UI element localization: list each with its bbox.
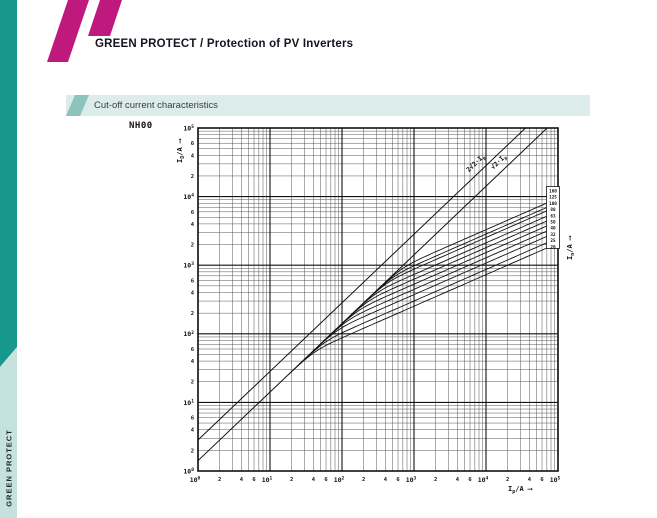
svg-text:50: 50 [550,220,556,226]
svg-text:101: 101 [262,476,273,484]
svg-text:2: 2 [191,311,194,317]
svg-text:125: 125 [549,195,557,201]
svg-text:4: 4 [384,477,388,483]
svg-text:2: 2 [362,477,365,483]
svg-text:2: 2 [290,477,293,483]
axis-titles: ID/A ⟶ Ip/A ⟶ In/A ⟶ [176,138,576,495]
svg-text:104: 104 [478,476,489,484]
svg-text:4: 4 [528,477,532,483]
svg-text:2: 2 [191,243,194,249]
svg-text:103: 103 [183,261,194,269]
fuse-curve-160 [376,197,559,292]
svg-text:32: 32 [550,232,556,238]
logo-stroke-2 [88,0,122,36]
chart-grid [197,127,559,472]
svg-text:160: 160 [549,189,557,195]
svg-text:103: 103 [406,476,417,484]
svg-text:6: 6 [191,347,195,353]
svg-text:100: 100 [183,467,194,475]
fuse-curve-32 [311,231,559,353]
svg-text:2: 2 [506,477,509,483]
svg-text:102: 102 [183,330,194,338]
svg-text:2: 2 [191,380,194,386]
fuse-curve-125 [367,202,559,300]
svg-text:Ip/A ⟶: Ip/A ⟶ [508,485,533,495]
banner-accent-icon [66,95,89,116]
svg-text:6: 6 [191,210,195,216]
svg-text:6: 6 [468,477,472,483]
fuse-curve-80 [350,210,559,316]
svg-text:25: 25 [550,238,556,244]
logo-stroke-1 [47,0,89,62]
svg-text:ID/A ⟶: ID/A ⟶ [176,138,186,163]
svg-text:105: 105 [183,124,194,132]
svg-text:6: 6 [396,477,400,483]
svg-text:63: 63 [550,213,556,219]
svg-text:101: 101 [183,398,194,406]
fuse-curve-20 [288,242,559,375]
svg-text:4: 4 [191,290,195,296]
section-banner: Cut-off current characteristics [66,95,590,116]
svg-text:20: 20 [550,244,556,250]
svg-text:2: 2 [434,477,437,483]
svg-text:4: 4 [191,153,195,159]
svg-text:In/A ⟶: In/A ⟶ [566,235,576,260]
axis-tick-labels: 1001002244661011012244661021022244661031… [183,124,560,484]
svg-text:6: 6 [191,416,195,422]
svg-text:100: 100 [190,476,201,484]
svg-text:2: 2 [218,477,221,483]
fuse-curve-63 [341,215,559,325]
svg-text:4: 4 [191,359,195,365]
svg-text:2: 2 [191,174,194,180]
svg-text:100: 100 [549,201,557,207]
chart-title: NH00 [129,121,153,131]
svg-text:6: 6 [191,141,195,147]
svg-text:102: 102 [334,476,345,484]
svg-text:6: 6 [324,477,328,483]
fuse-curve-40 [321,225,559,344]
svg-text:6: 6 [191,278,195,284]
svg-text:4: 4 [456,477,460,483]
sidebar-bar-top [0,0,17,367]
page-title: GREEN PROTECT / Protection of PV Inverte… [95,38,354,50]
svg-text:4: 4 [191,222,195,228]
sidebar-bar-bottom [0,347,17,518]
svg-text:2: 2 [191,448,194,454]
fuse-curves [288,197,559,375]
svg-text:40: 40 [550,226,556,232]
svg-text:80: 80 [550,207,556,213]
brand-logo-icon [47,0,122,62]
fuse-curve-50 [331,220,559,334]
svg-text:4: 4 [240,477,244,483]
svg-text:105: 105 [550,476,561,484]
fuse-curve-100 [360,205,559,306]
svg-text:4: 4 [191,428,195,434]
svg-text:6: 6 [540,477,544,483]
section-banner-label: Cut-off current characteristics [94,100,218,111]
sidebar-bar [0,0,17,518]
fuse-curve-25 [298,237,559,365]
svg-text:104: 104 [183,193,194,201]
svg-text:6: 6 [252,477,256,483]
svg-text:4: 4 [312,477,316,483]
